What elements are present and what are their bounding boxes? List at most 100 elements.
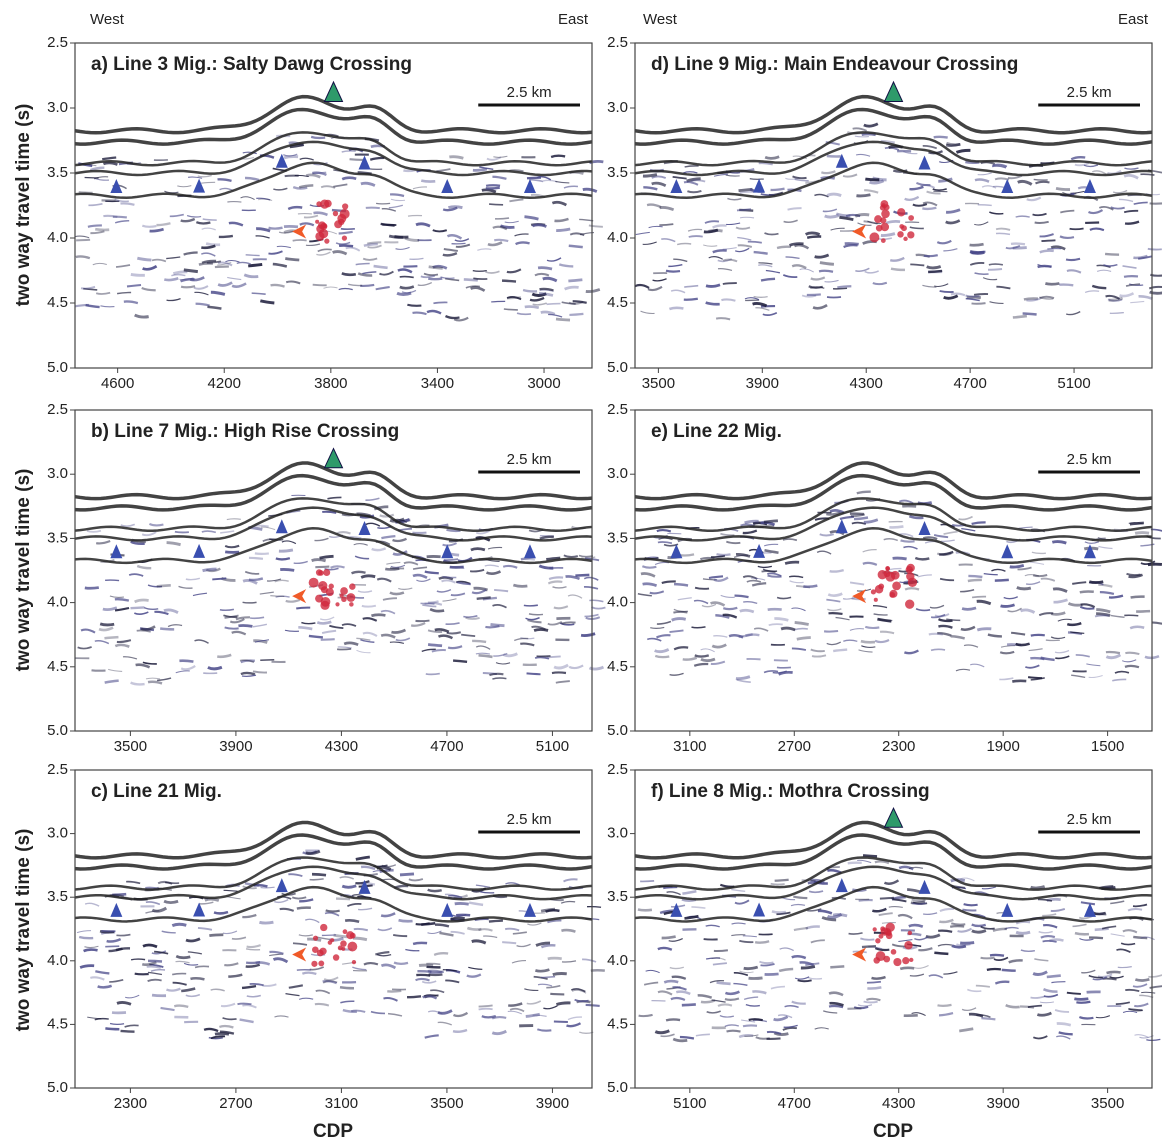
reflection-texture: [794, 976, 810, 980]
reflection-texture: [135, 663, 151, 669]
reflection-texture: [857, 1004, 873, 1007]
reflection-texture: [559, 622, 575, 626]
reflection-texture: [865, 177, 880, 182]
reflection-texture: [317, 248, 332, 253]
reflection-texture: [180, 217, 196, 223]
reflection-texture: [273, 187, 288, 191]
y-tick-label: 3.0: [607, 99, 628, 116]
reflection-texture: [90, 230, 105, 235]
reflection-texture: [637, 593, 652, 597]
reflection-texture: [248, 577, 264, 582]
reflection-texture: [922, 284, 937, 288]
reflection-texture: [342, 1008, 357, 1014]
reflection-texture: [483, 935, 498, 939]
reflection-texture: [454, 902, 469, 906]
reflection-texture: [309, 966, 325, 971]
reflection-texture: [1028, 648, 1043, 652]
reflection-texture: [712, 962, 727, 966]
event-dot: [349, 602, 354, 607]
reflection-texture: [721, 298, 736, 302]
reflection-texture: [645, 969, 660, 974]
reflection-texture: [569, 312, 584, 317]
reflection-texture: [1101, 925, 1117, 930]
reflection-texture: [722, 282, 737, 285]
reflection-texture: [490, 622, 505, 628]
event-dot: [342, 929, 348, 935]
reflection-texture: [116, 291, 132, 295]
reflection-texture: [643, 186, 658, 191]
reflection-texture: [1076, 1000, 1091, 1004]
reflection-texture: [251, 292, 266, 295]
reflection-texture: [278, 230, 294, 234]
reflection-texture: [409, 257, 424, 261]
reflection-texture: [657, 541, 673, 545]
reflection-texture: [561, 960, 577, 963]
reflection-texture: [939, 577, 955, 582]
reflector: [74, 140, 593, 177]
reflection-texture: [760, 963, 775, 967]
reflection-texture: [143, 606, 159, 610]
reflection-texture: [244, 176, 260, 182]
reflection-texture: [109, 595, 125, 598]
reflection-texture: [641, 565, 657, 569]
reflection-texture: [1003, 596, 1018, 600]
reflection-texture: [934, 613, 950, 618]
reflection-texture: [240, 659, 255, 664]
reflection-texture: [528, 613, 544, 616]
reflector: [634, 856, 1153, 891]
reflection-texture: [835, 212, 851, 218]
reflection-texture: [703, 938, 718, 941]
reflection-texture: [1134, 978, 1150, 982]
reflection-texture: [319, 616, 335, 621]
reflection-texture: [552, 586, 567, 589]
reflection-texture: [857, 859, 872, 864]
reflection-texture: [728, 633, 744, 639]
reflection-texture: [362, 617, 378, 622]
reflection-texture: [812, 303, 828, 310]
reflection-texture: [338, 287, 353, 291]
event-dot: [338, 218, 345, 226]
reflection-texture: [779, 947, 794, 952]
reflection-texture: [712, 249, 727, 254]
reflector: [74, 820, 593, 860]
reflection-texture: [525, 1012, 541, 1018]
reflection-texture: [701, 603, 717, 608]
plot-frame: [634, 42, 1153, 369]
reflection-texture: [415, 977, 430, 982]
reflection-texture: [1138, 295, 1153, 300]
reflection-texture: [202, 218, 217, 221]
reflection-texture: [487, 241, 503, 247]
reflection-texture: [313, 211, 328, 217]
reflection-texture: [1133, 254, 1148, 260]
reflection-texture: [974, 178, 990, 183]
reflection-texture: [314, 1002, 330, 1007]
panel-title: b) Line 7 Mig.: High Rise Crossing: [91, 421, 399, 442]
reflection-texture: [466, 926, 482, 931]
reflection-texture: [194, 291, 209, 296]
reflection-texture: [194, 965, 210, 969]
reflection-texture: [763, 519, 779, 524]
y-tick-label: 5.0: [47, 359, 68, 376]
reflection-texture: [238, 624, 253, 628]
reflection-texture: [141, 960, 157, 967]
reflection-texture: [827, 592, 843, 597]
reflection-texture: [943, 971, 958, 975]
reflection-texture: [446, 631, 462, 635]
reflection-texture: [392, 934, 408, 938]
reflection-texture: [534, 656, 550, 660]
y-tick-label: 2.5: [47, 34, 68, 51]
reflection-texture: [213, 910, 229, 915]
reflection-texture: [672, 986, 687, 991]
reflection-texture: [224, 626, 239, 630]
reflection-texture: [637, 908, 653, 912]
reflection-texture: [735, 552, 751, 558]
reflection-texture: [116, 1001, 132, 1006]
reflection-texture: [1008, 959, 1023, 964]
reflection-texture: [85, 303, 100, 309]
reflection-texture: [371, 613, 386, 618]
reflection-texture: [255, 227, 271, 233]
reflection-texture: [390, 564, 406, 568]
event-dot: [312, 935, 319, 941]
